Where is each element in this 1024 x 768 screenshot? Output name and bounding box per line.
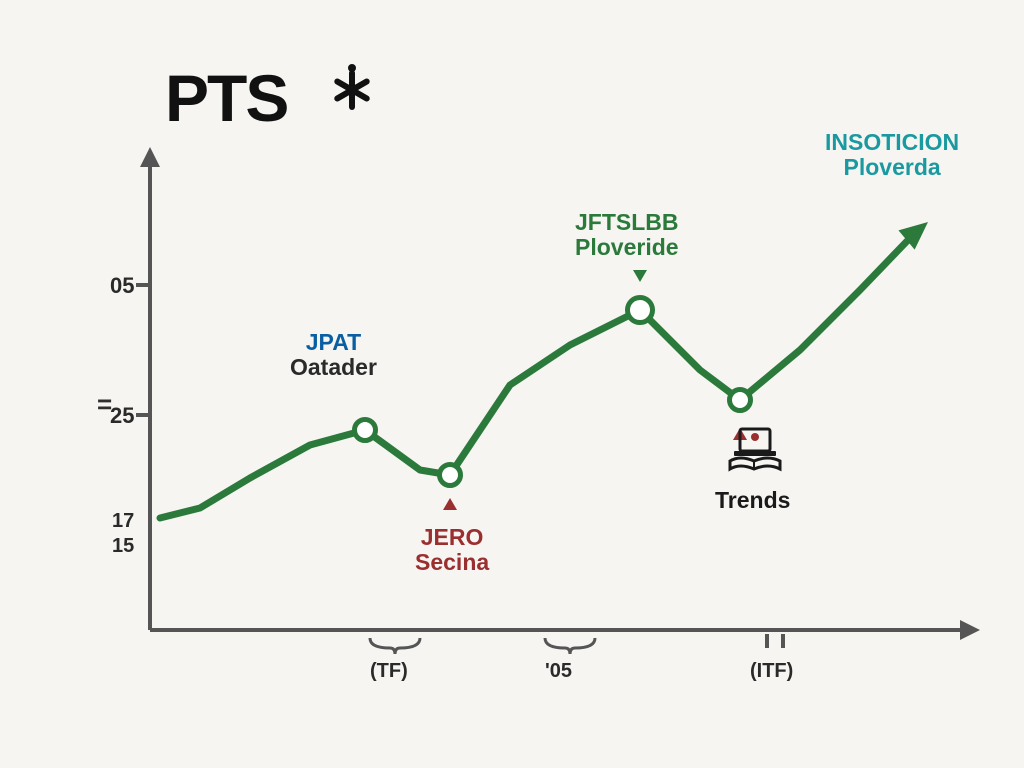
callout-subtitle: Secina [415,550,489,575]
callout-insoticion: INSOTICIONPloverda [825,130,959,181]
laptop-book-icon-svg [726,427,794,479]
callout-jpat: JPATOatader [290,330,377,381]
callout-trends: Trends [715,488,790,513]
line-marker [437,462,463,488]
callout-subtitle: Ploverda [825,155,959,180]
line-marker [727,387,753,413]
callout-subtitle: Oatader [290,355,377,380]
callout-subtitle: Ploveride [575,235,679,260]
callout-title: INSOTICION [825,130,959,155]
callout-jero: JEROSecina [415,525,489,576]
trend-line [0,0,1024,768]
callout-jftslbb: JFTSLBBPloveride [575,210,679,261]
line-marker [625,295,655,325]
callout-title: JFTSLBB [575,210,679,235]
callout-title: JPAT [290,330,377,355]
callout-arrow-icon [633,270,647,282]
callout-arrow-icon [443,498,457,510]
callout-title: Trends [715,488,790,513]
line-marker [352,417,378,443]
callout-title: JERO [415,525,489,550]
